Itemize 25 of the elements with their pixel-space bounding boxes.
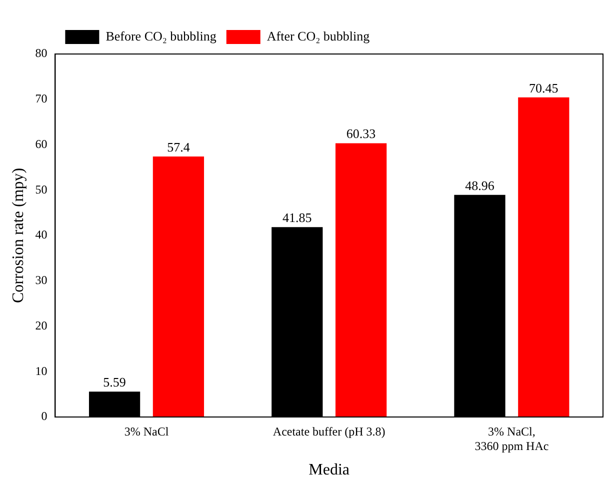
data-label: 41.85 xyxy=(282,210,312,226)
x-axis-title: Media xyxy=(308,462,350,479)
x-tick-label: Acetate buffer (pH 3.8) xyxy=(272,424,386,438)
x-tick-label: 3% NaCl, 3360 ppm HAc xyxy=(474,424,549,453)
y-tick-label: 70 xyxy=(35,92,48,106)
bar xyxy=(518,97,570,417)
y-tick-label: 0 xyxy=(41,409,48,424)
legend-label: After CO₂ bubbling xyxy=(266,28,370,44)
data-label: 48.96 xyxy=(465,178,495,193)
data-label: 60.33 xyxy=(346,126,376,142)
y-tick-label: 80 xyxy=(35,46,48,60)
y-axis-title: Corrosion rate (mpy) xyxy=(10,168,27,304)
bar xyxy=(335,143,387,417)
data-label: 5.59 xyxy=(103,374,126,390)
y-tick-label: 40 xyxy=(35,228,48,242)
data-label: 57.4 xyxy=(167,139,190,154)
data-label: 70.45 xyxy=(529,80,558,96)
x-tick-label: 3% NaCl xyxy=(124,424,170,438)
y-tick-label: 10 xyxy=(35,364,48,378)
y-tick-label: 60 xyxy=(35,136,48,151)
bar xyxy=(152,156,204,417)
y-tick-label: 50 xyxy=(35,182,48,196)
y-tick-label: 30 xyxy=(35,273,48,288)
y-tick-label: 20 xyxy=(35,318,48,332)
legend-label: Before CO₂ bubbling xyxy=(106,28,217,44)
